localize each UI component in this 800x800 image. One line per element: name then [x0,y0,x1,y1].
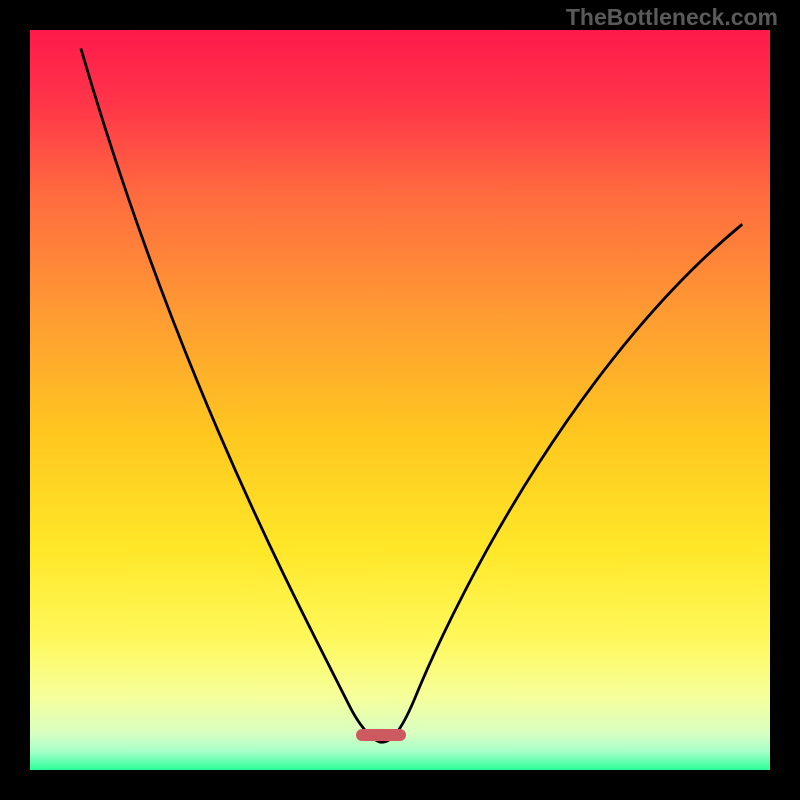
bottleneck-curve [30,30,770,770]
optimal-marker [356,729,406,741]
watermark-text: TheBottleneck.com [566,4,778,31]
curve-path [81,49,742,743]
chart-frame: TheBottleneck.com [0,0,800,800]
